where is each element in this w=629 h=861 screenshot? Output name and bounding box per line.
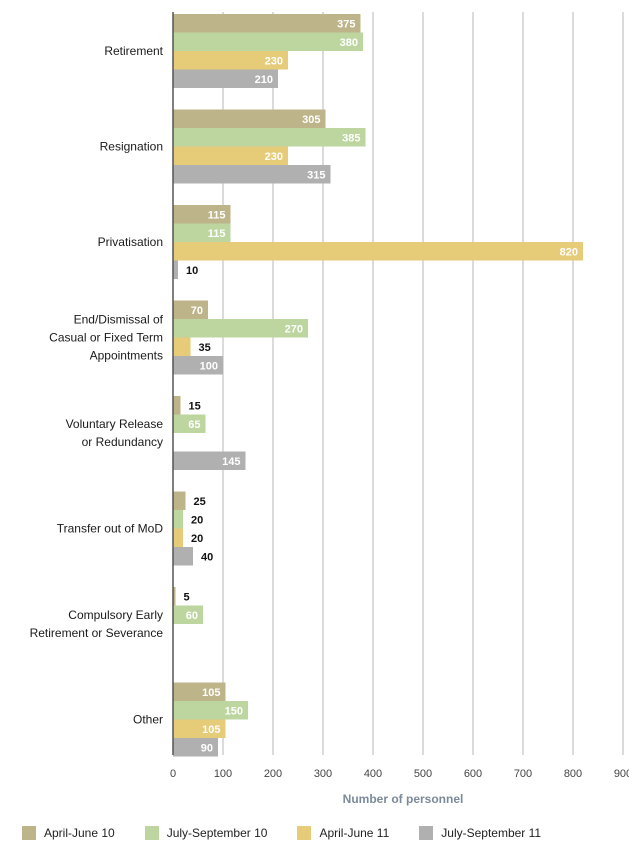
bar-value-label: 105	[202, 687, 220, 699]
legend-label: April-June 10	[44, 826, 115, 840]
legend-item: July-September 10	[144, 826, 268, 840]
bar-value-label: 60	[186, 610, 198, 622]
bar	[173, 319, 308, 338]
bar-value-label: 230	[265, 55, 283, 67]
bar	[173, 738, 218, 757]
bar	[173, 165, 331, 184]
bar-value-label: 380	[340, 37, 358, 49]
bar	[173, 605, 203, 624]
bar	[173, 510, 183, 529]
bar-value-label: 15	[189, 400, 201, 412]
category-label: Retirement	[104, 44, 163, 58]
category-label: or Redundancy	[82, 435, 163, 449]
legend-item: July-September 11	[419, 826, 541, 840]
bar-value-label: 315	[307, 169, 325, 181]
bar	[173, 701, 248, 720]
bar	[173, 451, 246, 470]
bar-value-label: 230	[265, 151, 283, 163]
legend-swatch	[22, 826, 36, 840]
legend: April-June 10 July-September 10 April-June…	[22, 826, 571, 840]
bar-value-label: 25	[194, 496, 206, 508]
bar	[173, 719, 226, 738]
bar-value-label: 375	[337, 18, 355, 30]
x-tick-label: 0	[170, 768, 176, 780]
bar-value-label: 35	[199, 342, 211, 354]
bar-value-label: 385	[342, 132, 360, 144]
bar	[173, 109, 326, 128]
bar	[173, 14, 361, 33]
bar	[173, 69, 278, 88]
bar	[173, 682, 226, 701]
bar	[173, 396, 181, 415]
category-label: Appointments	[90, 349, 163, 363]
bar-value-label: 115	[208, 209, 226, 221]
bar-value-label: 115	[208, 228, 226, 240]
category-label: Retirement or Severance	[30, 626, 164, 640]
x-tick-label: 300	[314, 768, 332, 780]
x-tick-label: 100	[214, 768, 232, 780]
x-tick-label: 900	[614, 768, 629, 780]
bar	[173, 128, 366, 147]
bar	[173, 491, 186, 510]
bar	[173, 587, 176, 606]
bar-value-label: 5	[184, 591, 190, 603]
legend-label: July-September 10	[166, 826, 268, 840]
bar-value-label: 65	[188, 419, 200, 431]
legend-swatch	[297, 826, 312, 840]
x-tick-label: 700	[514, 768, 532, 780]
bar	[173, 260, 178, 279]
bar	[173, 32, 363, 51]
category-label: Transfer out of MoD	[57, 522, 164, 536]
bar-value-label: 90	[201, 742, 213, 754]
category-label: End/Dismissal of	[74, 313, 164, 327]
bar-value-label: 150	[225, 705, 243, 717]
bar	[173, 337, 191, 356]
bar	[173, 205, 231, 224]
legend-label: July-September 11	[441, 826, 542, 840]
legend-swatch	[144, 826, 159, 840]
bar	[173, 51, 288, 70]
category-label: Other	[133, 713, 163, 727]
category-label: Casual or Fixed Term	[49, 331, 163, 345]
legend-label: April-June 11	[319, 826, 390, 840]
bar-value-label: 20	[191, 514, 203, 526]
bar	[173, 300, 208, 319]
x-tick-label: 600	[464, 768, 482, 780]
bar	[173, 547, 193, 566]
bar-value-label: 100	[200, 360, 218, 372]
bar-value-label: 105	[202, 724, 220, 736]
bar-value-label: 145	[222, 456, 240, 468]
bar	[173, 528, 183, 547]
legend-item: April-June 10	[22, 826, 115, 840]
bar-value-label: 305	[302, 114, 320, 126]
x-tick-label: 800	[564, 768, 582, 780]
bar-chart: 0 100 200 300 400 500 600 700 800 900 Number of pe…	[30, 12, 629, 806]
bar	[173, 146, 288, 165]
category-label: Compulsory Early	[68, 608, 163, 622]
bar-value-label: 20	[191, 533, 203, 545]
bar-value-label: 70	[191, 305, 203, 317]
category-label: Voluntary Release	[66, 417, 164, 431]
bar	[173, 356, 223, 375]
bar	[173, 414, 206, 433]
legend-swatch	[419, 826, 434, 840]
bar	[173, 223, 231, 242]
category-label: Privatisation	[98, 235, 163, 249]
x-tick-label: 400	[364, 768, 382, 780]
bar-value-label: 210	[255, 74, 273, 86]
x-tick-label: 500	[414, 768, 432, 780]
bar-value-label: 270	[285, 323, 303, 335]
x-axis-title: Number of personnel	[343, 792, 464, 806]
x-tick-label: 200	[264, 768, 282, 780]
bar-value-label: 10	[186, 265, 198, 277]
bar-value-label: 820	[560, 246, 578, 258]
bar	[173, 242, 583, 261]
bar-value-label: 40	[201, 551, 213, 563]
legend-item: April-June 11	[297, 826, 389, 840]
category-label: Resignation	[100, 140, 163, 154]
